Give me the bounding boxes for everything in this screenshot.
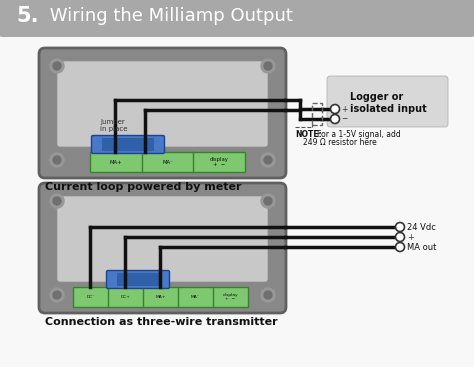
FancyBboxPatch shape — [57, 61, 268, 147]
Circle shape — [53, 156, 61, 164]
Circle shape — [264, 156, 272, 164]
Circle shape — [50, 59, 64, 73]
FancyBboxPatch shape — [117, 273, 159, 286]
Text: +: + — [341, 105, 347, 113]
Circle shape — [264, 197, 272, 205]
Text: isolated input: isolated input — [350, 103, 427, 113]
Bar — [3, 16, 471, 32]
Circle shape — [330, 105, 339, 113]
Circle shape — [53, 197, 61, 205]
FancyBboxPatch shape — [102, 138, 154, 151]
Text: MA out: MA out — [407, 243, 437, 251]
Circle shape — [330, 115, 339, 124]
FancyBboxPatch shape — [327, 76, 448, 127]
Circle shape — [50, 288, 64, 302]
Circle shape — [264, 62, 272, 70]
Circle shape — [395, 233, 404, 241]
Text: MA⁻: MA⁻ — [162, 160, 173, 164]
Text: Connection as three-wire transmitter: Connection as three-wire transmitter — [45, 317, 278, 327]
Text: 249 Ω resistor here: 249 Ω resistor here — [303, 138, 377, 147]
Text: 24 Vdc: 24 Vdc — [407, 222, 436, 232]
FancyBboxPatch shape — [39, 183, 286, 313]
Circle shape — [261, 194, 275, 208]
Text: For a 1-5V signal, add: For a 1-5V signal, add — [317, 130, 401, 139]
Text: 5.: 5. — [16, 6, 38, 26]
Text: MA⁻: MA⁻ — [191, 295, 200, 299]
Text: DC⁻: DC⁻ — [86, 295, 95, 299]
Text: display
+  −: display + − — [210, 157, 228, 167]
Bar — [73, 287, 248, 307]
Bar — [90, 152, 245, 172]
Text: DC+: DC+ — [120, 295, 130, 299]
Text: display
+  −: display + − — [223, 293, 238, 301]
Circle shape — [261, 59, 275, 73]
FancyBboxPatch shape — [0, 0, 474, 37]
FancyBboxPatch shape — [39, 48, 286, 178]
Circle shape — [395, 243, 404, 251]
Circle shape — [53, 62, 61, 70]
Text: MA+: MA+ — [155, 295, 166, 299]
FancyBboxPatch shape — [107, 270, 170, 288]
Text: Jumper: Jumper — [100, 119, 125, 125]
Text: Wiring the Milliamp Output: Wiring the Milliamp Output — [44, 7, 293, 25]
Text: −: − — [341, 115, 347, 124]
Text: Logger or: Logger or — [350, 92, 403, 102]
FancyBboxPatch shape — [91, 135, 164, 153]
Circle shape — [50, 153, 64, 167]
Circle shape — [264, 291, 272, 299]
Text: Current loop powered by meter: Current loop powered by meter — [45, 182, 241, 192]
Circle shape — [50, 194, 64, 208]
Circle shape — [395, 222, 404, 232]
Text: MA+: MA+ — [109, 160, 122, 164]
Text: NOTE:: NOTE: — [295, 130, 322, 139]
Text: in place: in place — [100, 126, 128, 132]
FancyBboxPatch shape — [57, 196, 268, 282]
Circle shape — [53, 291, 61, 299]
Circle shape — [261, 288, 275, 302]
Circle shape — [261, 153, 275, 167]
Text: +: + — [407, 233, 414, 241]
